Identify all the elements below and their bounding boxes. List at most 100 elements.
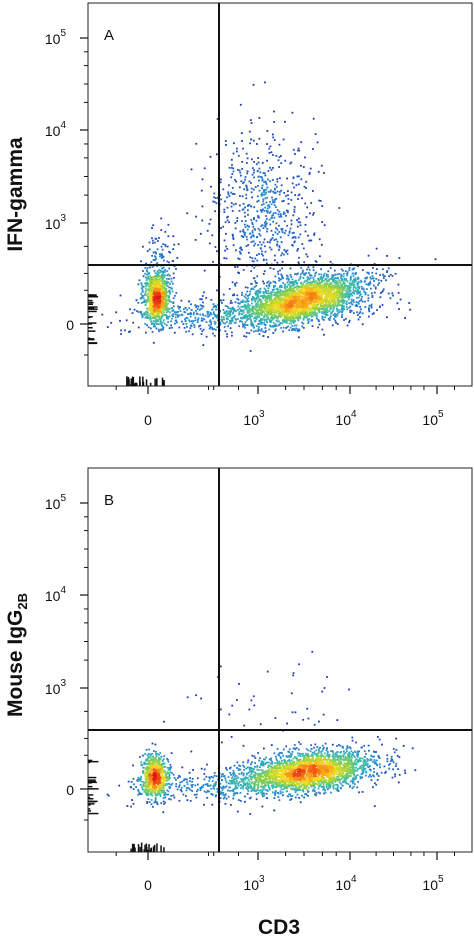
event-dot	[261, 317, 263, 320]
event-dot	[155, 281, 158, 283]
event-dot	[232, 294, 234, 297]
event-dot	[158, 293, 161, 296]
event-dot	[269, 267, 272, 269]
event-dot	[288, 295, 291, 298]
event-dot	[327, 287, 330, 290]
event-dot	[321, 281, 323, 284]
event-dot	[254, 257, 257, 260]
event-dot	[283, 317, 286, 320]
event-dot	[258, 291, 260, 294]
event-dot	[295, 307, 298, 310]
event-dot	[271, 196, 273, 199]
event-dot	[297, 305, 299, 308]
event-dot	[263, 316, 265, 319]
event-dot	[208, 320, 211, 323]
event-dot	[342, 299, 344, 301]
event-dot	[327, 290, 330, 292]
event-dot	[309, 239, 312, 242]
event-dot	[260, 328, 263, 330]
event-dot	[241, 309, 243, 312]
event-dot	[348, 283, 351, 286]
event-dot	[342, 293, 345, 295]
event-dot	[261, 314, 263, 316]
event-dot	[199, 298, 202, 301]
event-dot	[290, 300, 293, 303]
rug-mark	[88, 299, 93, 302]
event-dot	[325, 300, 327, 303]
event-dot	[276, 306, 279, 308]
event-dot	[239, 230, 242, 233]
event-dot	[289, 281, 291, 284]
event-dot	[296, 289, 298, 291]
event-dot	[242, 325, 244, 328]
event-dot	[293, 206, 296, 208]
event-dot	[271, 179, 274, 181]
event-dot	[297, 262, 300, 265]
event-dot	[164, 294, 167, 297]
event-dot	[307, 298, 309, 301]
event-dot	[272, 299, 275, 302]
event-dot	[268, 311, 271, 313]
event-dot	[276, 294, 279, 297]
event-dot	[329, 285, 332, 287]
event-dot	[155, 303, 157, 306]
event-dot	[284, 292, 286, 295]
event-dot	[253, 171, 255, 174]
event-dot	[156, 273, 158, 276]
event-dot	[297, 314, 300, 317]
event-dot	[202, 301, 204, 304]
event-dot	[155, 252, 157, 255]
event-dot	[219, 323, 221, 326]
event-dot	[150, 309, 153, 312]
event-dot	[263, 315, 265, 318]
event-dot	[255, 298, 258, 300]
event-dot	[357, 314, 359, 316]
event-dot	[155, 320, 158, 323]
event-dot	[336, 273, 339, 276]
event-dot	[361, 323, 364, 326]
event-dot	[265, 303, 268, 306]
event-dot	[270, 292, 272, 294]
event-dot	[285, 321, 288, 323]
event-dot	[287, 288, 290, 291]
event-dot	[280, 254, 283, 257]
event-dot	[266, 262, 268, 265]
event-dot	[172, 272, 175, 275]
event-dot	[146, 270, 149, 273]
event-dot	[163, 274, 166, 276]
event-dot	[212, 260, 214, 263]
event-dot	[252, 296, 254, 298]
event-dot	[288, 319, 291, 322]
event-dot	[389, 273, 392, 276]
event-dot	[314, 294, 316, 297]
event-dot	[269, 166, 271, 169]
event-dot	[152, 307, 155, 310]
event-dot	[352, 279, 354, 282]
event-dot	[249, 290, 252, 293]
event-dot	[153, 287, 156, 289]
event-dot	[374, 286, 377, 289]
event-dot	[293, 307, 296, 310]
event-dot	[357, 296, 360, 299]
event-dot	[309, 277, 312, 279]
event-dot	[166, 766, 169, 769]
event-dot	[209, 313, 211, 315]
event-dot	[301, 325, 304, 328]
event-dot	[287, 283, 290, 286]
event-dot	[372, 277, 375, 280]
event-dot	[164, 288, 166, 290]
event-dot	[291, 303, 294, 306]
event-dot	[249, 293, 252, 295]
event-dot	[314, 289, 316, 291]
event-dot	[168, 289, 171, 292]
event-dot	[319, 285, 321, 288]
event-dot	[334, 315, 336, 318]
event-dot	[243, 181, 245, 184]
event-dot	[291, 284, 294, 287]
event-dot	[334, 296, 337, 298]
event-dot	[313, 296, 316, 299]
event-dot	[299, 314, 301, 317]
event-dot	[339, 292, 342, 295]
event-dot	[291, 317, 293, 320]
event-dot	[153, 297, 156, 300]
